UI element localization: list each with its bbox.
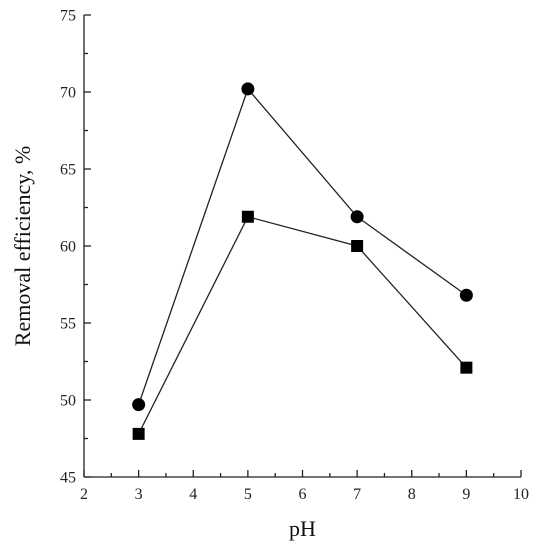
- series-1: [132, 82, 473, 412]
- y-tick-label: 70: [60, 85, 76, 102]
- series-1-line: [138, 87, 467, 405]
- y-tick-label: 55: [60, 316, 76, 333]
- x-tick-label: 8: [408, 486, 416, 503]
- x-tick-label: 3: [135, 486, 143, 503]
- x-tick-label: 7: [353, 486, 361, 503]
- series-2-point: [132, 427, 145, 440]
- y-tick-label: 60: [60, 239, 76, 256]
- x-ticks: 2 3 4 5 6 7 8 9 10: [80, 470, 529, 503]
- y-ticks: 45 50 55 60 65 70 75: [60, 8, 91, 487]
- series-2-point: [351, 240, 364, 252]
- y-tick-label: 75: [60, 8, 76, 25]
- series-layer: [132, 82, 473, 440]
- series-1-point: [132, 398, 146, 412]
- series-2-point: [460, 361, 473, 374]
- series-1-point: [241, 82, 255, 96]
- series-2-line: [138, 215, 467, 435]
- series-1-point: [350, 210, 364, 224]
- y-tick-label: 50: [60, 393, 76, 410]
- x-tick-label: 2: [80, 486, 88, 503]
- x-tick-label: 4: [189, 486, 197, 503]
- series-2-point: [241, 210, 254, 223]
- x-tick-label: 6: [299, 486, 307, 503]
- y-tick-label: 65: [60, 162, 76, 179]
- y-axis-title: Removal efficiency, %: [10, 146, 35, 346]
- series-2: [132, 210, 473, 440]
- series-1-point: [459, 288, 473, 302]
- x-tick-label: 10: [513, 486, 529, 503]
- y-tick-label: 45: [60, 470, 76, 487]
- x-axis-title: pH: [289, 516, 316, 541]
- x-tick-label: 9: [462, 486, 470, 503]
- x-tick-label: 5: [244, 486, 252, 503]
